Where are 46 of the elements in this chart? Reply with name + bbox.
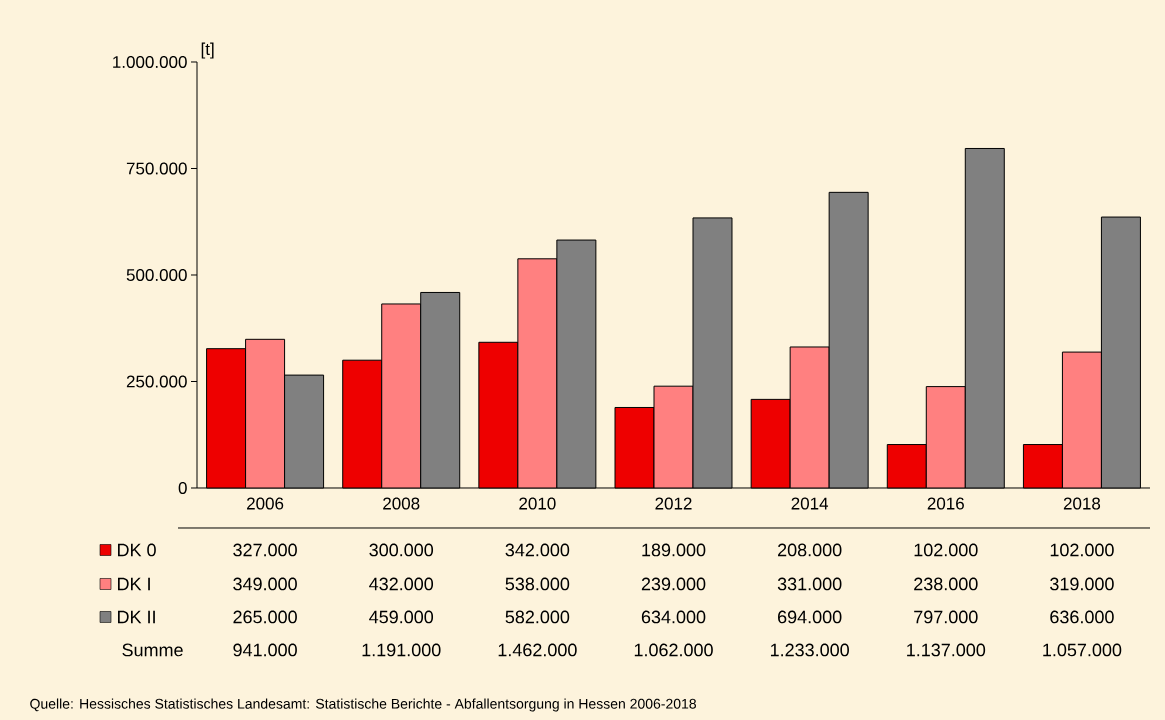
data-label: 797.000 (914, 610, 978, 624)
data-label: 327.000 (233, 543, 297, 557)
text: 1.062.000 (634, 643, 713, 657)
data-label: 102.000 (914, 543, 978, 557)
x-tick-label: 2010 (519, 497, 556, 510)
data-label: 538.000 (505, 577, 570, 591)
legend-label: DK I (118, 577, 150, 591)
x-tick-label: 2008 (383, 497, 420, 510)
data-label: 432.000 (369, 577, 434, 591)
legend-label: DK 0 (118, 543, 156, 557)
data-label: 634.000 (641, 610, 706, 624)
data-label: 331.000 (777, 577, 842, 591)
text: 941.000 (233, 643, 297, 657)
text: 1.462.000 (498, 643, 577, 657)
x-tick-label: 2018 (1063, 497, 1101, 510)
data-label: 208.000 (778, 543, 842, 557)
data-label: 189.000 (642, 543, 706, 557)
data-label: 342.000 (505, 543, 570, 557)
x-tick-label: 2012 (655, 497, 692, 510)
text: 1.057.000 (1043, 643, 1122, 657)
data-label: 694.000 (778, 610, 842, 624)
data-label: 102.000 (1050, 543, 1114, 557)
y-axis-title: [t] (201, 42, 214, 59)
data-label: 300.000 (369, 543, 434, 557)
data-label: 265.000 (233, 610, 297, 624)
y-tick-label: 250.000 (126, 375, 187, 388)
data-label: 319.000 (1050, 577, 1114, 591)
data-label: 459.000 (369, 610, 434, 624)
text: 1.191.000 (362, 643, 441, 657)
y-tick-label: 750.000 (126, 162, 187, 175)
x-tick-label: 2006 (247, 497, 284, 510)
data-label: 239.000 (641, 577, 706, 591)
text: 1.137.000 (907, 643, 986, 657)
source-note: Quelle: Hessisches Statistisches Landesamt: Statistische Berichte - Abfallentsorgung in Hessen 2006-2018 (30, 698, 696, 712)
text: Summe (122, 643, 183, 657)
text: 1.233.000 (770, 643, 849, 657)
data-label: 582.000 (505, 610, 570, 624)
data-label: 636.000 (1050, 610, 1114, 624)
x-tick-label: 2016 (927, 497, 964, 510)
y-tick-label: 0 (178, 481, 187, 495)
x-tick-label: 2014 (791, 497, 829, 510)
y-tick-label: 500.000 (126, 268, 187, 282)
data-label: 349.000 (233, 577, 297, 591)
y-tick-label: 1.000.000 (113, 55, 187, 69)
legend-label: DK II (118, 610, 155, 624)
data-label: 238.000 (914, 577, 978, 591)
